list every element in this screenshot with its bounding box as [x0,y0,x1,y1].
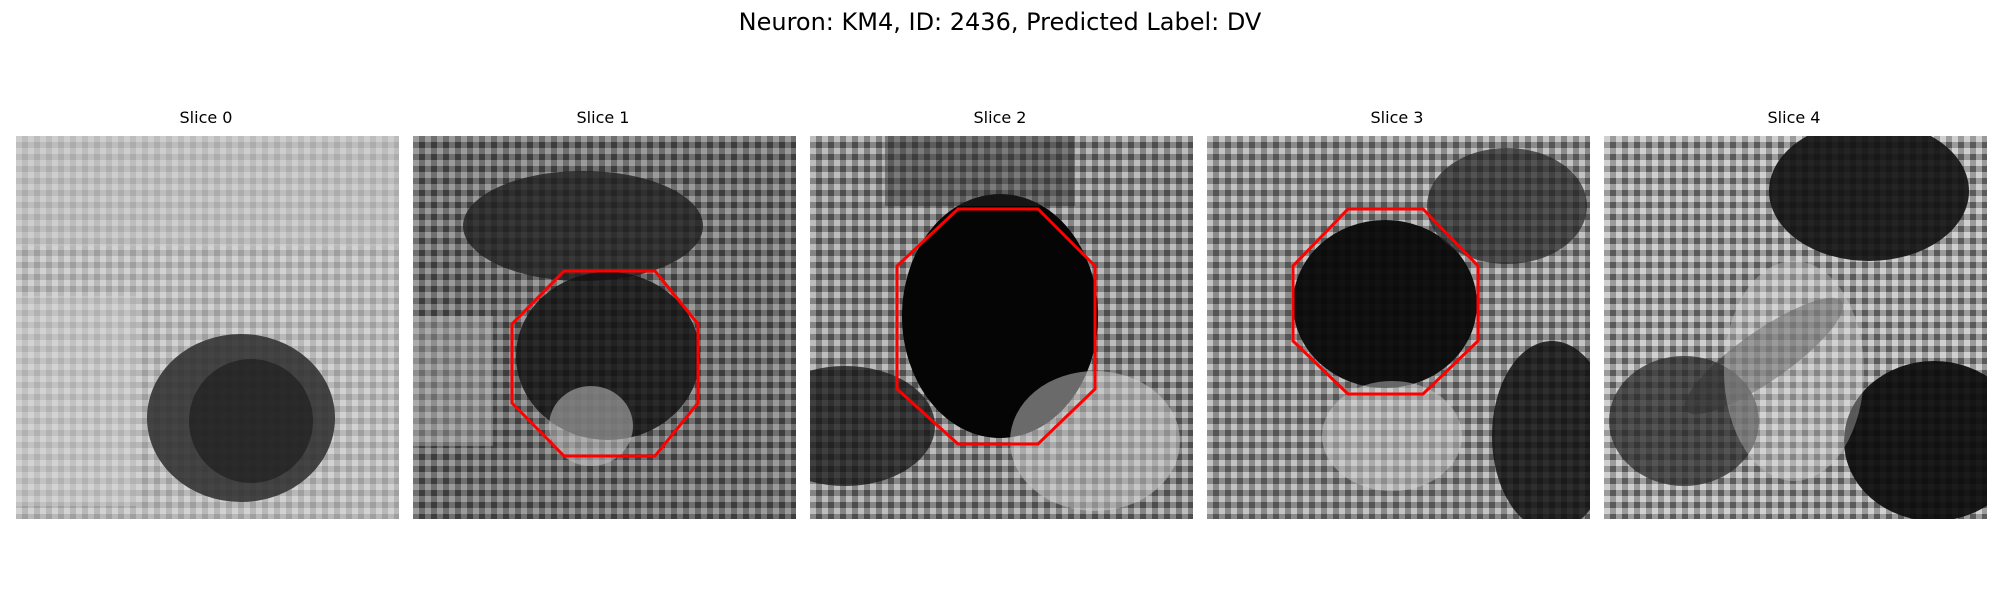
dark-soma-core [189,359,313,483]
microscopy-slice-image [1207,136,1590,519]
slice-panel-4: Slice 4 [1600,106,1988,520]
light-left-edge [413,316,493,446]
dark-lower-right-region [1844,361,1987,519]
slice-title: Slice 4 [1767,108,1821,127]
dark-central-stripe [1684,297,1844,415]
red-octagon-outline [510,269,700,458]
slice-title: Slice 1 [576,108,630,127]
red-octagon-outline [895,207,1097,446]
slice-panel-0: Slice 0 [12,106,400,520]
figure-title: Neuron: KM4, ID: 2436, Predicted Label: … [738,8,1262,36]
dark-lower-right-region [1492,341,1590,519]
slice-texture-top [16,136,399,246]
dark-top-center-region [1769,136,1969,261]
microscopy-slice-image [16,136,399,519]
light-center-region [1724,261,1864,481]
microscopy-slice-image [1604,136,1987,519]
light-lower-region [549,386,633,466]
red-octagon-outline [1291,207,1480,396]
light-patch-left [16,296,136,506]
light-lower-center-region [1322,381,1462,491]
dark-upper-right-region [1427,148,1587,264]
outlined-dark-region [1293,220,1477,388]
slice-title: Slice 3 [1370,108,1424,127]
microscopy-slice-image [810,136,1193,519]
slice-panel-3: Slice 3 [1203,106,1591,520]
slice-panel-1: Slice 1 [409,106,797,520]
microscopy-slice-image [413,136,796,519]
slice-title: Slice 2 [973,108,1027,127]
dark-upper-band [885,136,1075,206]
outlined-large-dark-region [902,194,1098,438]
slice-panel-2: Slice 2 [806,106,1194,520]
dark-neighboring-region [463,171,703,281]
slice-title: Slice 0 [179,108,233,127]
light-lower-right-region [1010,371,1180,511]
